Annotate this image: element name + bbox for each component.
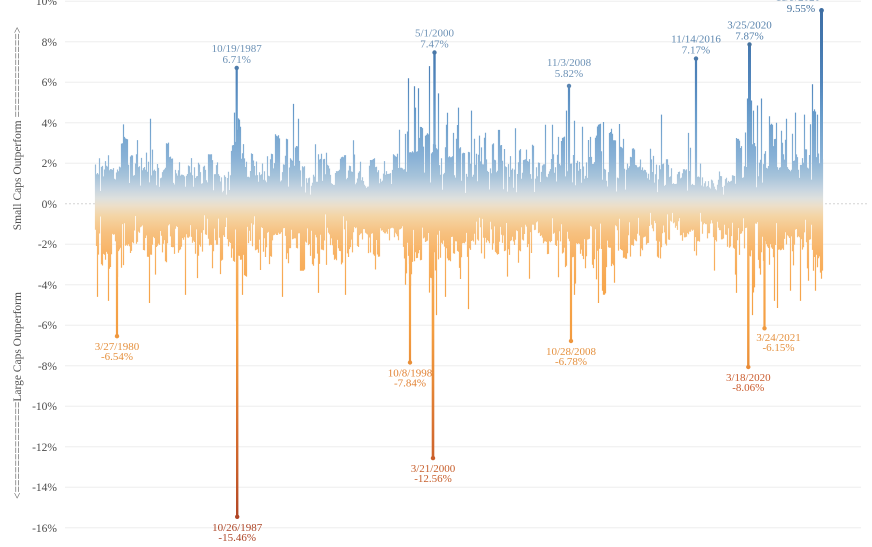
svg-text:7.17%: 7.17% — [682, 45, 710, 57]
svg-text:-6%: -6% — [38, 320, 58, 332]
svg-text:-8%: -8% — [38, 361, 58, 373]
svg-text:10%: 10% — [36, 0, 58, 8]
svg-text:0%: 0% — [42, 199, 58, 211]
svg-text:3/21/2000: 3/21/2000 — [411, 463, 456, 475]
svg-text:<==============Large Caps Outp: <==============Large Caps Outperform — [12, 292, 24, 499]
svg-text:6%: 6% — [42, 77, 58, 89]
svg-text:11/14/2016: 11/14/2016 — [671, 34, 721, 46]
svg-text:10/26/1987: 10/26/1987 — [212, 522, 263, 534]
svg-text:5/1/2000: 5/1/2000 — [415, 28, 455, 40]
svg-text:2%: 2% — [42, 158, 58, 170]
svg-text:10/28/2008: 10/28/2008 — [546, 346, 597, 358]
svg-text:-4%: -4% — [38, 280, 58, 292]
svg-text:-16%: -16% — [32, 523, 57, 535]
svg-text:-10%: -10% — [32, 401, 57, 413]
svg-text:-8.06%: -8.06% — [732, 382, 764, 394]
svg-text:-12.56%: -12.56% — [414, 473, 452, 485]
svg-text:5.82%: 5.82% — [555, 68, 583, 80]
svg-text:3/24/2021: 3/24/2021 — [756, 332, 801, 344]
svg-text:-6.54%: -6.54% — [101, 351, 133, 363]
svg-text:-14%: -14% — [32, 482, 57, 494]
svg-text:7.47%: 7.47% — [420, 39, 448, 51]
svg-text:-7.84%: -7.84% — [394, 378, 426, 390]
svg-text:8%: 8% — [42, 37, 58, 49]
svg-text:3/27/1980: 3/27/1980 — [95, 341, 140, 353]
svg-text:10/19/1987: 10/19/1987 — [212, 43, 263, 55]
svg-text:3/25/2020: 3/25/2020 — [727, 19, 772, 31]
svg-text:4%: 4% — [42, 118, 58, 130]
svg-text:9.55%: 9.55% — [787, 3, 815, 15]
svg-text:7.87%: 7.87% — [735, 30, 763, 42]
svg-text:11/3/2008: 11/3/2008 — [547, 57, 592, 69]
svg-text:6.71%: 6.71% — [222, 54, 250, 66]
svg-text:10/8/1998: 10/8/1998 — [388, 368, 433, 380]
svg-text:3/18/2020: 3/18/2020 — [726, 372, 771, 384]
svg-text:-2%: -2% — [38, 239, 58, 251]
svg-text:11/9/2020: 11/9/2020 — [776, 0, 821, 4]
svg-text:-12%: -12% — [32, 442, 57, 454]
svg-text:-15.46%: -15.46% — [218, 532, 256, 544]
svg-text:Small Caps Outperform ========: Small Caps Outperform =============> — [12, 27, 24, 231]
svg-text:-6.78%: -6.78% — [555, 356, 587, 368]
svg-text:-6.15%: -6.15% — [762, 342, 794, 354]
